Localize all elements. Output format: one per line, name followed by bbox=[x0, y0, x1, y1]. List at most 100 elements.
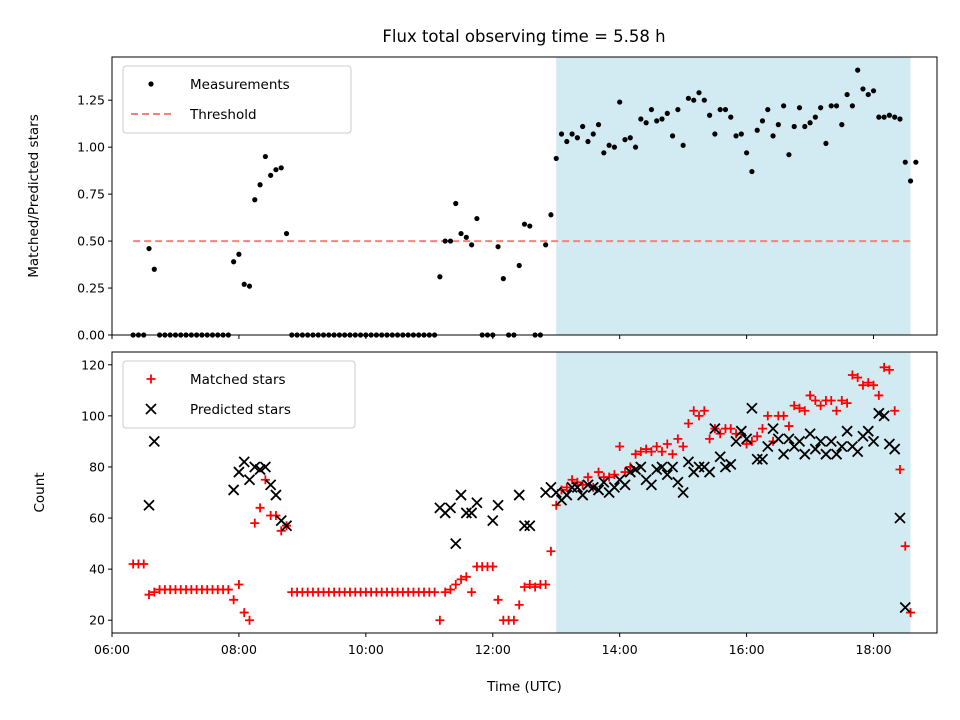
predicted-star-point bbox=[730, 435, 742, 448]
predicted-star-point bbox=[661, 468, 673, 481]
matched-star-point bbox=[673, 434, 683, 444]
measurement-point bbox=[807, 120, 813, 126]
predicted-star-point bbox=[656, 461, 668, 473]
count-panel: 20 40 60 80 100 120 06:00 08:00 10:00 12:00 14:00 1… bbox=[32, 351, 938, 695]
matched-star-point bbox=[668, 449, 678, 459]
measurement-point bbox=[553, 155, 559, 162]
predicted-star-point bbox=[772, 433, 784, 445]
matched-star-point bbox=[699, 406, 709, 416]
measurement-point bbox=[231, 259, 237, 265]
predicted-star-point bbox=[762, 440, 774, 453]
matched-star-point bbox=[139, 559, 149, 569]
measurement-point bbox=[669, 133, 676, 139]
plot-frame bbox=[111, 56, 938, 336]
predicted-star-point bbox=[608, 481, 621, 494]
matched-star-point bbox=[260, 475, 270, 485]
measurement-point bbox=[453, 200, 459, 207]
predicted-star-point bbox=[836, 440, 848, 453]
measurement-point bbox=[717, 106, 723, 113]
measurement-point bbox=[146, 245, 152, 252]
measurement-point bbox=[463, 234, 469, 240]
matched-star-point bbox=[900, 541, 910, 551]
y-tick-label: 100 bbox=[81, 408, 105, 423]
matched-star-point bbox=[435, 615, 445, 625]
matched-star-point bbox=[657, 447, 667, 457]
matched-star-point bbox=[467, 587, 477, 597]
matched-star-point bbox=[631, 449, 641, 459]
predicted-star-point bbox=[677, 486, 689, 499]
predicted-star-point bbox=[444, 502, 457, 514]
matched-star-point bbox=[805, 390, 815, 400]
y-tick-label: 120 bbox=[81, 357, 105, 372]
observing-window-shade bbox=[556, 352, 911, 633]
measurement-point bbox=[495, 244, 501, 250]
matched-star-point bbox=[705, 434, 715, 444]
predicted-star-point bbox=[809, 443, 822, 455]
matched-star-point bbox=[784, 421, 794, 431]
matched-star-point bbox=[276, 526, 286, 536]
matched-star-point bbox=[493, 595, 503, 605]
matched-star-point bbox=[541, 579, 551, 589]
measurement-point bbox=[818, 105, 824, 111]
matched-star-point bbox=[509, 615, 519, 625]
measurement-point bbox=[664, 110, 670, 116]
predicted-star-point bbox=[825, 435, 837, 448]
measurement-point bbox=[638, 116, 644, 122]
y-tick-label: 0.25 bbox=[77, 281, 105, 296]
matched-star-point bbox=[906, 608, 916, 618]
y-axis-label: Matched/Predicted stars bbox=[26, 114, 42, 277]
measurement-point bbox=[601, 150, 607, 156]
matched-star-point bbox=[837, 396, 847, 406]
predicted-star-point bbox=[450, 537, 462, 550]
matched-star-point bbox=[451, 579, 461, 589]
predicted-star-point bbox=[889, 443, 901, 455]
matched-star-point bbox=[144, 590, 154, 600]
measurement-point bbox=[241, 281, 247, 287]
matched-star-point bbox=[863, 378, 873, 388]
predicted-star-point bbox=[693, 461, 705, 473]
measurement-point bbox=[770, 133, 776, 139]
measurement-point bbox=[590, 131, 596, 137]
measurement-point bbox=[500, 276, 506, 282]
measurement-point bbox=[855, 67, 861, 73]
matched-star-point bbox=[546, 546, 556, 556]
matched-star-point bbox=[223, 585, 233, 595]
matched-star-point bbox=[810, 396, 820, 406]
matched-star-point bbox=[752, 431, 762, 441]
y-tick-label: 1.00 bbox=[77, 140, 105, 155]
legend-marker-predicted bbox=[145, 403, 157, 415]
x-tick-label: 14:00 bbox=[602, 642, 638, 657]
matched-star-point bbox=[832, 406, 842, 416]
measurement-point bbox=[744, 150, 750, 156]
measurement-point bbox=[521, 221, 528, 227]
matched-star-point bbox=[430, 587, 440, 597]
matched-star-point bbox=[869, 380, 879, 390]
matched-star-point bbox=[847, 370, 857, 380]
matched-star-point bbox=[440, 587, 450, 597]
y-tick-label: 0.75 bbox=[77, 187, 105, 202]
predicted-star-point bbox=[735, 425, 747, 437]
y-tick-label: 60 bbox=[89, 511, 105, 526]
matched-star-point bbox=[646, 447, 656, 457]
measurement-point bbox=[611, 144, 618, 150]
measurement-point bbox=[802, 123, 808, 130]
predicted-star-point bbox=[793, 435, 806, 448]
measurement-point bbox=[913, 159, 919, 165]
measurement-point bbox=[902, 159, 908, 165]
measurement-point bbox=[569, 131, 575, 137]
measurement-point bbox=[262, 153, 268, 160]
matched-star-point bbox=[604, 472, 614, 482]
matched-star-point bbox=[271, 510, 281, 520]
predicted-star-point bbox=[862, 425, 874, 437]
predicted-star-point bbox=[852, 445, 864, 458]
predicted-star-point bbox=[233, 466, 245, 478]
measurement-point bbox=[849, 103, 855, 109]
predicted-star-point bbox=[524, 520, 536, 532]
measurement-point bbox=[844, 91, 850, 98]
measurement-point bbox=[907, 178, 914, 184]
observing-window-shade bbox=[556, 57, 911, 335]
predicted-star-point bbox=[820, 448, 832, 460]
measurement-point bbox=[648, 106, 655, 113]
series-predicted-stars bbox=[143, 402, 911, 614]
matched-star-point bbox=[715, 429, 725, 439]
